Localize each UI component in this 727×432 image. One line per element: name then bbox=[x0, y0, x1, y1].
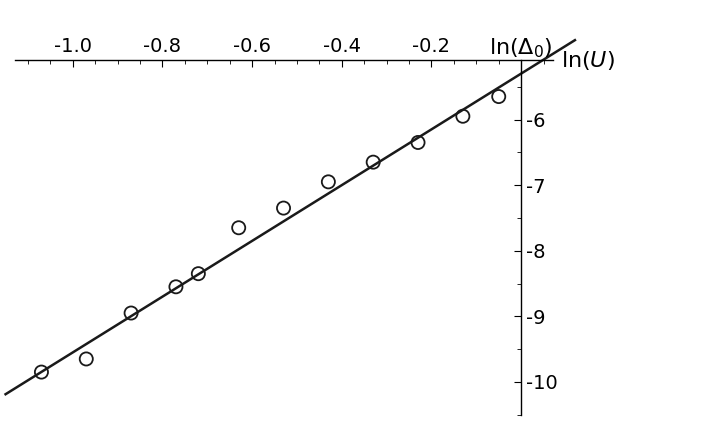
Point bbox=[233, 224, 244, 231]
Point bbox=[170, 283, 182, 290]
Point bbox=[125, 310, 137, 317]
Point bbox=[457, 113, 469, 120]
Point bbox=[367, 159, 379, 165]
Point bbox=[412, 139, 424, 146]
Point bbox=[278, 205, 289, 212]
Point bbox=[193, 270, 204, 277]
Point bbox=[323, 178, 334, 185]
Point bbox=[493, 93, 505, 100]
Text: $\ln(U)$: $\ln(U)$ bbox=[561, 49, 616, 72]
Text: $\ln(\Delta_0)$: $\ln(\Delta_0)$ bbox=[489, 37, 553, 60]
Point bbox=[81, 356, 92, 362]
Point bbox=[36, 368, 47, 375]
